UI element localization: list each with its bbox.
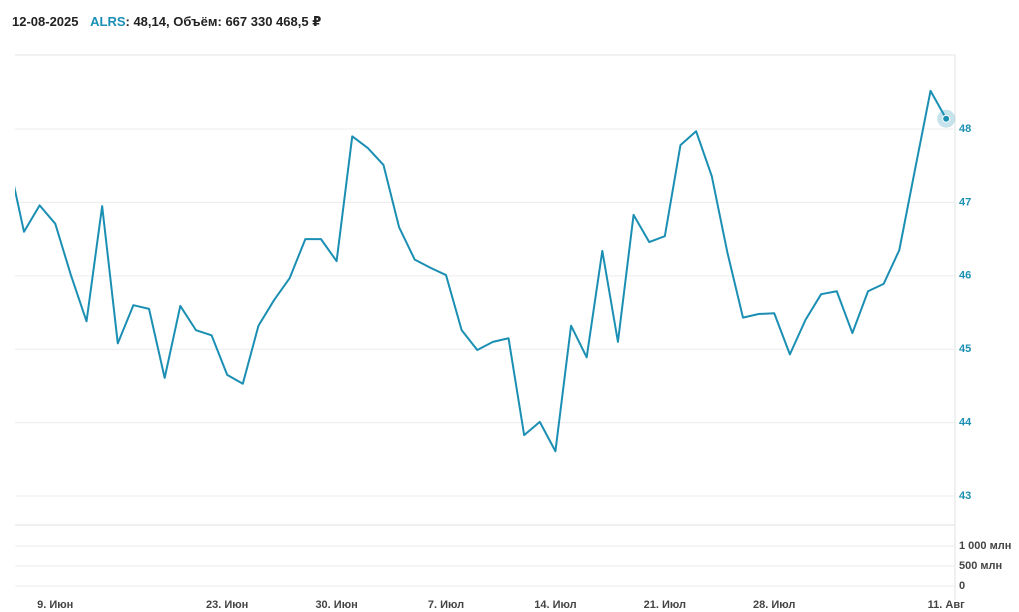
- volume-bar: [786, 576, 794, 586]
- volume-bar: [489, 569, 497, 586]
- volume-bar: [911, 565, 919, 586]
- volume-bar: [942, 559, 950, 586]
- volume-bar: [551, 559, 559, 586]
- date: 12-08-2025: [12, 14, 79, 29]
- y-tick-label: 46: [959, 270, 971, 282]
- labels: 43 44 45 46 47 48 0 500 млн 1 000 млн 9. Июн 23. И…: [37, 109, 1011, 611]
- volume-bar: [223, 573, 231, 586]
- volume-bar: [395, 573, 403, 586]
- volume-bar: [864, 568, 872, 586]
- volume-bar: [83, 564, 91, 586]
- volume-bar: [192, 569, 200, 586]
- volume-bar: [286, 566, 294, 586]
- y-tick-label: 48: [959, 123, 971, 135]
- volume-bar: [333, 537, 341, 586]
- y-tick-label: 45: [959, 343, 971, 355]
- volume-tick-label: 0: [959, 580, 965, 592]
- volume-bar: [567, 575, 575, 586]
- ticker: ALRS: [90, 14, 126, 29]
- x-tick-label: 14. Июл: [534, 599, 576, 611]
- volume-bar: [708, 559, 716, 586]
- volume-bar: [51, 573, 59, 586]
- x-tick-label: 23. Июн: [206, 599, 248, 611]
- volume-bar: [442, 577, 450, 586]
- x-tick-label: 30. Июн: [315, 599, 357, 611]
- volume-bar: [67, 573, 75, 586]
- info: : 48,14, Объём: 667 330 468,5 ₽: [125, 14, 322, 29]
- volume-bar: [802, 574, 810, 586]
- x-tick-label: 28. Июл: [753, 599, 795, 611]
- x-tick-label: 7. Июл: [428, 599, 464, 611]
- y-tick-label: 47: [959, 196, 971, 208]
- volume-bar: [692, 564, 700, 586]
- volume-bar: [880, 564, 888, 586]
- y-tick-label: 44: [959, 417, 972, 429]
- volume-bar: [833, 559, 841, 586]
- volume-bar: [927, 555, 935, 586]
- volume-bar: [848, 575, 856, 586]
- volume-bar: [583, 556, 591, 586]
- volume-bar: [473, 576, 481, 586]
- plot: [15, 89, 950, 586]
- volume-bar: [98, 569, 106, 586]
- volume-bar: [723, 564, 731, 586]
- x-tick-label: 9. Июн: [37, 599, 73, 611]
- volume-bar: [676, 572, 684, 586]
- header: 12-08-2025 ALRS: 48,14, Объём: 667 330 4…: [12, 14, 321, 30]
- volume-bar: [505, 570, 513, 586]
- volume-tick-label: 1 000 млн: [959, 540, 1011, 552]
- last-point: [942, 114, 951, 123]
- grid: [15, 54, 956, 600]
- volume-bar: [661, 550, 669, 586]
- volume-bar: [379, 566, 387, 586]
- price-line: [15, 89, 948, 453]
- volume-bar: [598, 569, 606, 586]
- volume-bar: [895, 554, 903, 586]
- volume-tick-label: 500 млн: [959, 560, 1002, 572]
- x-tick-label: 21. Июл: [644, 599, 686, 611]
- volume-bar: [817, 577, 825, 586]
- volume-bar: [770, 554, 778, 586]
- volume-bar: [145, 566, 153, 586]
- volume-bar: [208, 574, 216, 586]
- volume-bar: [458, 573, 466, 586]
- volume-bar: [614, 566, 622, 586]
- volume-bar: [270, 573, 278, 586]
- volume-bar: [176, 571, 184, 586]
- y-tick-label: 43: [959, 490, 971, 502]
- volume-bar: [364, 566, 372, 586]
- x-tick-label: 11. Авг: [928, 599, 965, 611]
- volume-bar: [239, 570, 247, 586]
